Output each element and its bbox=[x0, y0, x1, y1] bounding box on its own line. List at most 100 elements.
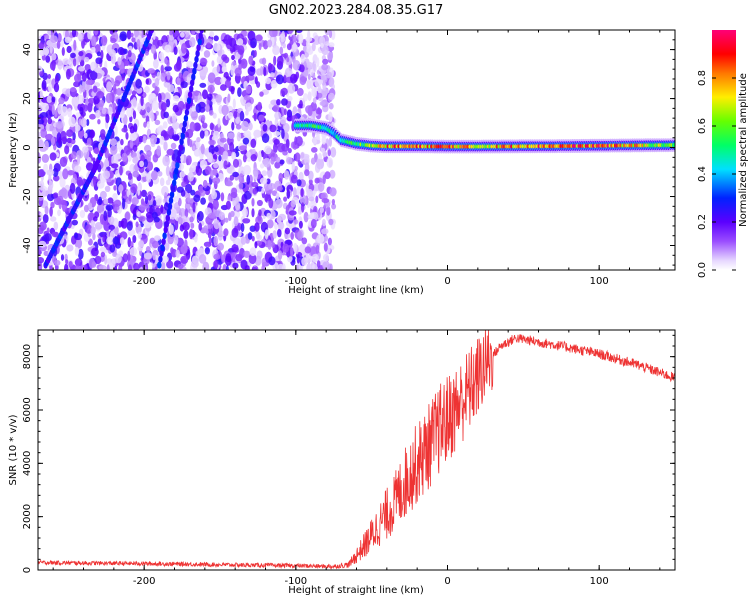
heatmap-cell bbox=[198, 185, 205, 193]
heatmap-cell bbox=[304, 246, 312, 254]
heatmap-cell bbox=[81, 72, 87, 82]
heatmap-cell bbox=[292, 42, 297, 53]
heatmap-cell bbox=[139, 160, 145, 168]
heatmap-cell bbox=[225, 264, 229, 270]
heatmap-cell bbox=[189, 228, 194, 240]
heatmap-cell bbox=[152, 30, 156, 40]
heatmap-cell bbox=[173, 46, 178, 55]
y-tick-label: 20 bbox=[22, 92, 33, 105]
heatmap-cell bbox=[304, 169, 310, 177]
heatmap-cell bbox=[127, 250, 131, 262]
heatmap-cell bbox=[290, 174, 298, 184]
heatmap-cell bbox=[189, 121, 196, 132]
heatmap-cell bbox=[296, 179, 302, 187]
heatmap-cell bbox=[217, 230, 224, 241]
heatmap-cell bbox=[224, 255, 232, 266]
heatmap-cell bbox=[189, 216, 194, 223]
heatmap-cell bbox=[258, 114, 265, 122]
heatmap-cell bbox=[38, 169, 46, 178]
heatmap-cell bbox=[301, 237, 308, 245]
heatmap-cell bbox=[192, 145, 196, 151]
heatmap-cell bbox=[298, 33, 304, 44]
heatmap-cell bbox=[74, 264, 81, 270]
heatmap-cell bbox=[223, 228, 229, 237]
heatmap-cell bbox=[189, 139, 193, 148]
heatmap-cell bbox=[85, 224, 93, 234]
heatmap-cell bbox=[189, 167, 194, 173]
heatmap-cell bbox=[106, 264, 110, 270]
heatmap-cell bbox=[204, 130, 209, 138]
heatmap-cell bbox=[44, 140, 49, 151]
heatmap-cell bbox=[54, 109, 58, 118]
heatmap-cell bbox=[154, 77, 160, 87]
heatmap-cell bbox=[221, 66, 227, 73]
heatmap-cell bbox=[242, 154, 247, 163]
heatmap-cell bbox=[315, 244, 320, 254]
heatmap-cell bbox=[307, 73, 311, 81]
heatmap-cell bbox=[238, 63, 243, 70]
heatmap-streak-cell bbox=[181, 126, 186, 134]
heatmap-cell bbox=[197, 211, 204, 222]
heatmap-cell bbox=[167, 84, 175, 93]
heatmap-cell bbox=[187, 171, 194, 182]
x-tick-label: -200 bbox=[133, 276, 156, 287]
heatmap-cell bbox=[275, 156, 281, 163]
heatmap-cell bbox=[76, 155, 81, 165]
heatmap-cell bbox=[107, 153, 112, 164]
heatmap-cell bbox=[221, 54, 228, 61]
heatmap-cell bbox=[172, 196, 179, 203]
heatmap-cell bbox=[202, 89, 208, 100]
heatmap-cell bbox=[126, 30, 132, 40]
heatmap-cell bbox=[48, 174, 52, 182]
heatmap-cell bbox=[72, 58, 77, 67]
heatmap-cell bbox=[216, 55, 223, 65]
colorbar-tick-label: 0.4 bbox=[697, 166, 708, 182]
heatmap-cell bbox=[132, 110, 137, 120]
heatmap-cell bbox=[223, 34, 232, 45]
heatmap-cell bbox=[44, 233, 52, 242]
heatmap-cell bbox=[94, 67, 103, 73]
heatmap-streak-cell bbox=[197, 38, 202, 46]
heatmap-cell bbox=[42, 116, 48, 127]
heatmap-cell bbox=[41, 79, 47, 90]
heatmap-cell bbox=[308, 196, 315, 202]
heatmap-cell bbox=[77, 33, 83, 40]
heatmap-cell bbox=[38, 240, 47, 248]
heatmap-cell bbox=[181, 181, 187, 188]
heatmap-cell bbox=[268, 183, 276, 190]
heatmap-cell bbox=[118, 184, 124, 193]
heatmap-cell bbox=[257, 101, 262, 112]
heatmap-cell bbox=[317, 79, 324, 85]
heatmap-cell bbox=[214, 146, 219, 153]
heatmap-cell bbox=[127, 237, 132, 248]
heatmap-cell bbox=[294, 136, 298, 145]
heatmap-cell bbox=[89, 113, 96, 120]
heatmap-cell bbox=[48, 83, 53, 93]
heatmap-cell bbox=[293, 242, 298, 253]
heatmap-cell bbox=[59, 177, 66, 188]
heatmap-cell bbox=[121, 152, 128, 162]
heatmap-cell bbox=[199, 69, 207, 77]
heatmap-cell bbox=[234, 238, 239, 246]
heatmap-cell bbox=[121, 127, 128, 133]
heatmap-cell bbox=[222, 150, 229, 160]
heatmap-cell bbox=[183, 230, 189, 239]
snr-x-ticks: -200 -100 0 100 bbox=[52, 330, 661, 587]
heatmap-cell bbox=[292, 33, 297, 44]
heatmap-cell bbox=[281, 128, 285, 140]
colorbar-tick-label: 0.8 bbox=[697, 70, 708, 86]
heatmap-cell bbox=[297, 230, 303, 241]
heatmap-cell bbox=[322, 261, 331, 270]
heatmap-cell bbox=[277, 55, 284, 66]
heatmap-cell bbox=[133, 262, 140, 270]
heatmap-cell bbox=[317, 92, 323, 99]
heatmap-cell bbox=[207, 93, 213, 101]
heatmap-cell bbox=[160, 204, 164, 214]
heatmap-cell bbox=[164, 66, 172, 72]
heatmap-cell bbox=[232, 98, 236, 109]
heatmap-cell bbox=[150, 134, 157, 145]
heatmap-cell bbox=[247, 66, 256, 76]
heatmap-cell bbox=[315, 195, 319, 204]
heatmap-cell bbox=[126, 221, 133, 231]
heatmap-cell bbox=[57, 32, 62, 43]
